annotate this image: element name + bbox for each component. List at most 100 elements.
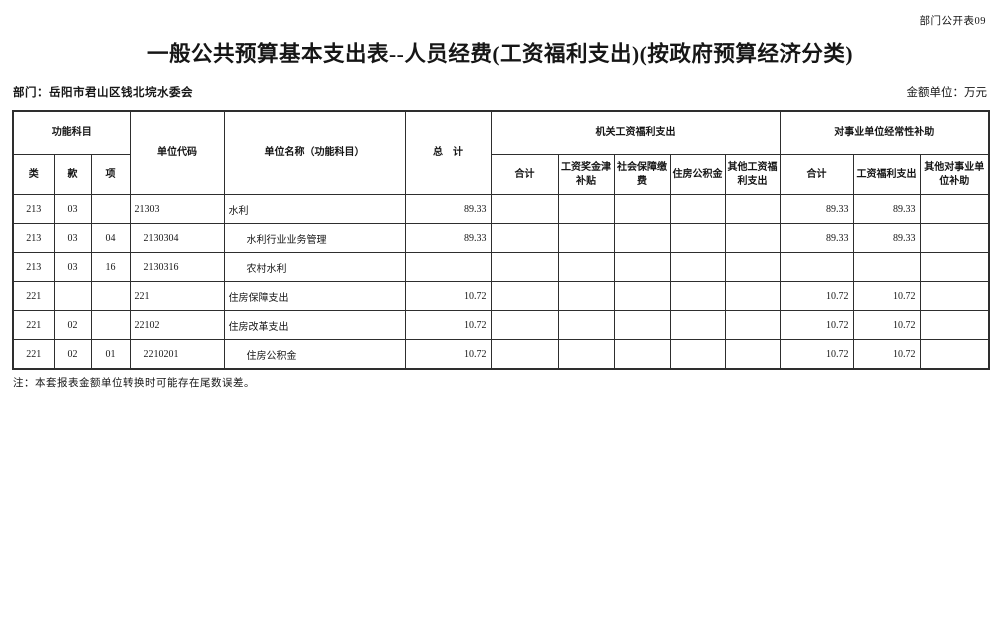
cell-housing-fund [669, 310, 726, 341]
cell-inst-salary: 10.72 [852, 339, 921, 370]
header-other-inst-subsidy: 其他对事业单位补助 [919, 154, 990, 196]
department-label: 部门：岳阳市君山区钱北垸水委会 [13, 86, 193, 99]
cell-inst-salary: 10.72 [852, 281, 921, 312]
cell-org-subtotal [490, 281, 559, 312]
cell-unit-name: 住房保障支出 [223, 281, 406, 312]
cell-class: 213 [12, 252, 55, 283]
cell-total: 10.72 [404, 281, 492, 312]
cell-total: 89.33 [404, 194, 492, 225]
cell-social-security [613, 281, 671, 312]
cell-other-salary [724, 223, 781, 254]
cell-salary-bonus [557, 252, 615, 283]
cell-org-subtotal [490, 339, 559, 370]
cell-class: 213 [12, 223, 55, 254]
table-row: 213 03 21303 水利 89.33 89.33 89.33 [12, 194, 990, 225]
cell-item [90, 194, 131, 225]
cell-housing-fund [669, 194, 726, 225]
cell-inst-salary [852, 252, 921, 283]
cell-class: 221 [12, 281, 55, 312]
cell-other-salary [724, 281, 781, 312]
cell-inst-salary: 89.33 [852, 223, 921, 254]
cell-inst-subtotal: 10.72 [779, 339, 854, 370]
header-class: 类 [12, 154, 55, 196]
cell-unit-code: 2130304 [129, 223, 225, 254]
header-institution-subsidy: 对事业单位经常性补助 [779, 110, 990, 156]
cell-salary-bonus [557, 194, 615, 225]
cell-unit-name: 农村水利 [223, 252, 406, 283]
cell-unit-code: 221 [129, 281, 225, 312]
cell-unit-code: 22102 [129, 310, 225, 341]
table-row: 221 02 01 2210201 住房公积金 10.72 10.72 10.7… [12, 339, 990, 370]
cell-other-salary [724, 252, 781, 283]
header-inst-subtotal: 合计 [779, 154, 854, 196]
header-inst-salary-welfare: 工资福利支出 [852, 154, 921, 196]
budget-table: 功能科目 单位代码 单位名称（功能科目） 总 计 机关工资福利支出 对事业单位经… [12, 109, 991, 370]
header-salary-bonus-allowance: 工资奖金津补贴 [557, 154, 615, 196]
cell-org-subtotal [490, 223, 559, 254]
cell-section: 03 [53, 223, 92, 254]
cell-social-security [613, 310, 671, 341]
cell-inst-subtotal: 89.33 [779, 223, 854, 254]
cell-unit-name: 住房公积金 [223, 339, 406, 370]
cell-housing-fund [669, 252, 726, 283]
cell-total [404, 252, 492, 283]
header-org-salary-welfare: 机关工资福利支出 [490, 110, 781, 156]
header-unit-name: 单位名称（功能科目） [223, 110, 406, 196]
cell-other-inst [919, 252, 990, 283]
header-section: 款 [53, 154, 92, 196]
cell-section: 03 [53, 252, 92, 283]
cell-item: 16 [90, 252, 131, 283]
header-unit-code: 单位代码 [129, 110, 225, 196]
header-other-salary-welfare: 其他工资福利支出 [724, 154, 781, 196]
cell-other-salary [724, 310, 781, 341]
cell-other-inst [919, 223, 990, 254]
cell-section: 02 [53, 339, 92, 370]
cell-inst-subtotal: 10.72 [779, 310, 854, 341]
cell-item: 04 [90, 223, 131, 254]
cell-inst-salary: 89.33 [852, 194, 921, 225]
cell-total: 89.33 [404, 223, 492, 254]
header-item: 项 [90, 154, 131, 196]
cell-inst-subtotal: 89.33 [779, 194, 854, 225]
footnote: 注：本套报表金额单位转换时可能存在尾数误差。 [13, 377, 255, 389]
cell-class: 221 [12, 339, 55, 370]
cell-org-subtotal [490, 194, 559, 225]
cell-social-security [613, 223, 671, 254]
cell-unit-name: 住房改革支出 [223, 310, 406, 341]
table-row: 221 221 住房保障支出 10.72 10.72 10.72 [12, 281, 990, 312]
cell-salary-bonus [557, 223, 615, 254]
cell-social-security [613, 339, 671, 370]
cell-item [90, 281, 131, 312]
cell-class: 213 [12, 194, 55, 225]
cell-social-security [613, 194, 671, 225]
cell-inst-subtotal: 10.72 [779, 281, 854, 312]
cell-salary-bonus [557, 281, 615, 312]
doc-ref-label: 部门公开表09 [919, 16, 986, 27]
cell-total: 10.72 [404, 339, 492, 370]
header-org-subtotal: 合计 [490, 154, 559, 196]
table-row: 213 03 04 2130304 水利行业业务管理 89.33 89.33 8… [12, 223, 990, 254]
cell-other-salary [724, 194, 781, 225]
cell-item [90, 310, 131, 341]
table-row: 221 02 22102 住房改革支出 10.72 10.72 10.72 [12, 310, 990, 341]
header-housing-fund: 住房公积金 [669, 154, 726, 196]
header-total: 总 计 [404, 110, 492, 196]
cell-social-security [613, 252, 671, 283]
cell-salary-bonus [557, 310, 615, 341]
cell-class: 221 [12, 310, 55, 341]
cell-total: 10.72 [404, 310, 492, 341]
page-title: 一般公共预算基本支出表--人员经费(工资福利支出)(按政府预算经济分类) [147, 42, 853, 66]
cell-unit-code: 2210201 [129, 339, 225, 370]
cell-item: 01 [90, 339, 131, 370]
cell-other-inst [919, 281, 990, 312]
cell-other-inst [919, 339, 990, 370]
cell-housing-fund [669, 339, 726, 370]
table-row: 213 03 16 2130316 农村水利 [12, 252, 990, 283]
cell-unit-code: 21303 [129, 194, 225, 225]
header-social-security: 社会保障缴费 [613, 154, 671, 196]
cell-section: 02 [53, 310, 92, 341]
header-functional-subject: 功能科目 [12, 110, 131, 156]
cell-unit-name: 水利 [223, 194, 406, 225]
cell-unit-code: 2130316 [129, 252, 225, 283]
